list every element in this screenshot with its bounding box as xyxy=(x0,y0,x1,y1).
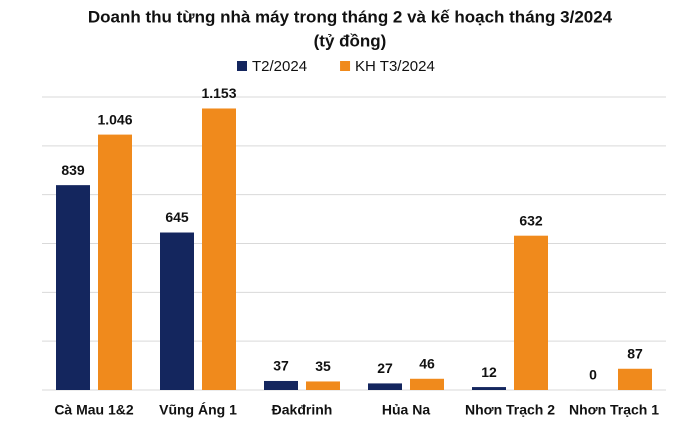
bar xyxy=(264,380,298,390)
bar xyxy=(56,185,90,390)
data-label: 37 xyxy=(273,358,289,374)
legend-swatch xyxy=(237,61,247,71)
bar xyxy=(618,368,652,390)
x-tick-label: Nhơn Trạch 1 xyxy=(569,402,659,418)
bar xyxy=(410,378,444,390)
bar xyxy=(202,108,236,390)
bar xyxy=(160,232,194,390)
data-label: 839 xyxy=(61,162,85,178)
data-label: 35 xyxy=(315,358,331,374)
x-tick-label: Vũng Áng 1 xyxy=(159,402,237,418)
data-label: 27 xyxy=(377,360,393,376)
x-tick-label: Hủa Na xyxy=(382,402,430,418)
bar xyxy=(368,383,402,390)
legend-label: KH T3/2024 xyxy=(355,58,435,75)
bar xyxy=(306,381,340,390)
legend-label: T2/2024 xyxy=(252,58,307,75)
bar xyxy=(514,235,548,390)
data-label: 1.046 xyxy=(97,111,132,127)
chart-subtitle: (tỷ đồng) xyxy=(314,31,387,50)
data-label: 645 xyxy=(165,209,189,225)
bar xyxy=(472,387,506,390)
data-label: 632 xyxy=(519,212,543,228)
x-tick-label: Nhơn Trạch 2 xyxy=(465,402,555,418)
chart-title: Doanh thu từng nhà máy trong tháng 2 và … xyxy=(88,7,613,26)
legend-swatch xyxy=(340,61,351,71)
bar xyxy=(98,134,132,390)
x-tick-label: Cà Mau 1&2 xyxy=(54,402,134,418)
data-label: 46 xyxy=(419,355,435,371)
data-label: 87 xyxy=(627,345,643,361)
data-label: 0 xyxy=(589,367,597,383)
data-label: 1.153 xyxy=(201,85,236,101)
data-label: 12 xyxy=(481,364,497,380)
x-tick-label: Đakđrinh xyxy=(272,402,333,418)
